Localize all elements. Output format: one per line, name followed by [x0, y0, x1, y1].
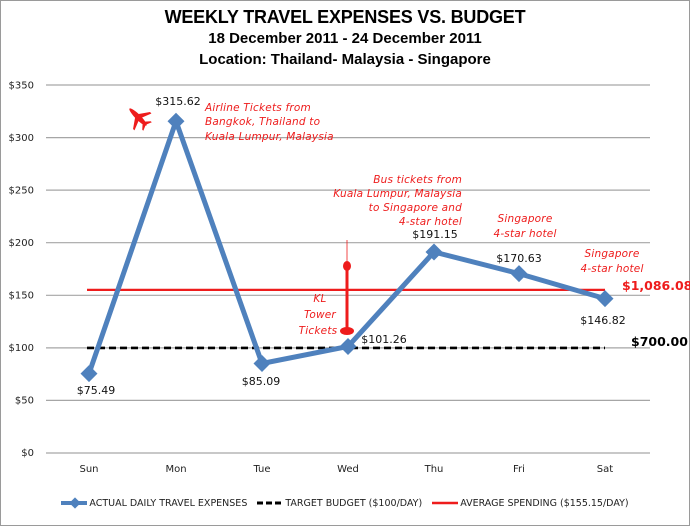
y-tick: $250: [9, 186, 34, 197]
svg-text:Kuala Lumpur, Malaysia: Kuala Lumpur, Malaysia: [333, 188, 462, 200]
chart-titles: WEEKLY TRAVEL EXPENSES VS. BUDGET 18 Dec…: [0, 6, 690, 70]
legend-item-average: AVERAGE SPENDING ($155.15/DAY): [432, 497, 629, 509]
annotation-bus: Bus tickets from Kuala Lumpur, Malaysia …: [333, 174, 462, 228]
chart-title: WEEKLY TRAVEL EXPENSES VS. BUDGET: [164, 7, 526, 27]
svg-text:Tower: Tower: [304, 309, 336, 321]
gridlines: [46, 84, 650, 454]
y-tick: $300: [9, 133, 34, 144]
actual-expenses-markers: [80, 112, 614, 383]
svg-text:4-star hotel: 4-star hotel: [493, 228, 556, 240]
legend-label-average: AVERAGE SPENDING ($155.15/DAY): [460, 497, 629, 509]
legend-swatch-average: [432, 501, 459, 505]
svg-text:to Singapore and: to Singapore and: [369, 202, 463, 214]
airplane-icon: [129, 108, 152, 131]
annotation-kl-tower: KL Tower Tickets: [299, 293, 338, 337]
x-tick: Thu: [424, 464, 444, 475]
svg-text:Bangkok, Thailand to: Bangkok, Thailand to: [205, 116, 320, 128]
y-tick: $0: [21, 448, 34, 459]
chart-legend: ACTUAL DAILY TRAVEL EXPENSES TARGET BUDG…: [0, 497, 690, 509]
kl-tower-icon: [340, 240, 354, 335]
x-tick: Wed: [337, 464, 359, 475]
legend-label-actual: ACTUAL DAILY TRAVEL EXPENSES: [89, 497, 248, 509]
chart-subtitle: 18 December 2011 - 24 December 2011: [208, 30, 482, 47]
legend-swatch-actual: [61, 497, 88, 509]
x-tick: Sun: [79, 464, 98, 475]
annotation-airline: Airline Tickets from Bangkok, Thailand t…: [204, 102, 334, 143]
legend-swatch-target: [257, 501, 284, 505]
svg-text:Tickets: Tickets: [299, 325, 338, 337]
svg-text:Kuala Lumpur, Malaysia: Kuala Lumpur, Malaysia: [205, 131, 334, 143]
y-tick: $50: [15, 396, 34, 407]
svg-text:Bus tickets from: Bus tickets from: [373, 174, 462, 186]
svg-text:Singapore: Singapore: [497, 213, 552, 225]
y-tick: $350: [9, 81, 34, 92]
x-axis-labels: Sun Mon Tue Wed Thu Fri Sat: [79, 464, 613, 475]
y-tick: $200: [9, 238, 34, 249]
data-label-thu: $191.15: [412, 228, 458, 241]
x-tick: Mon: [165, 464, 186, 475]
svg-text:Singapore: Singapore: [584, 248, 639, 260]
data-label-tue: $85.09: [242, 375, 281, 388]
legend-item-actual: ACTUAL DAILY TRAVEL EXPENSES: [61, 497, 247, 509]
legend-item-target: TARGET BUDGET ($100/DAY): [257, 497, 422, 509]
data-labels: $75.49 $315.62 $85.09 $101.26 $191.15 $1…: [77, 95, 626, 397]
svg-text:Airline Tickets from: Airline Tickets from: [204, 102, 311, 114]
svg-text:4-star hotel: 4-star hotel: [399, 216, 462, 228]
y-axis-labels: $0 $50 $100 $150 $200 $250 $300 $350: [9, 81, 34, 460]
x-tick: Fri: [513, 464, 525, 475]
data-label-sat: $146.82: [580, 314, 626, 327]
total-actual-label: $1,086.08: [622, 278, 690, 293]
x-tick: Tue: [252, 464, 270, 475]
data-label-fri: $170.63: [496, 252, 542, 265]
y-tick: $150: [9, 291, 34, 302]
annotation-sat-hotel: Singapore 4-star hotel: [580, 248, 643, 275]
svg-text:4-star hotel: 4-star hotel: [580, 263, 643, 275]
data-label-mon: $315.62: [155, 95, 201, 108]
total-target-label: $700.00: [631, 334, 688, 349]
annotation-fri-hotel: Singapore 4-star hotel: [493, 213, 556, 240]
legend-label-target: TARGET BUDGET ($100/DAY): [285, 497, 423, 509]
data-label-sun: $75.49: [77, 384, 116, 397]
y-tick: $100: [9, 343, 34, 354]
x-tick: Sat: [597, 464, 613, 475]
chart-location: Location: Thailand- Malaysia - Singapore: [199, 51, 491, 68]
data-label-wed: $101.26: [361, 333, 407, 346]
svg-text:KL: KL: [313, 293, 326, 305]
